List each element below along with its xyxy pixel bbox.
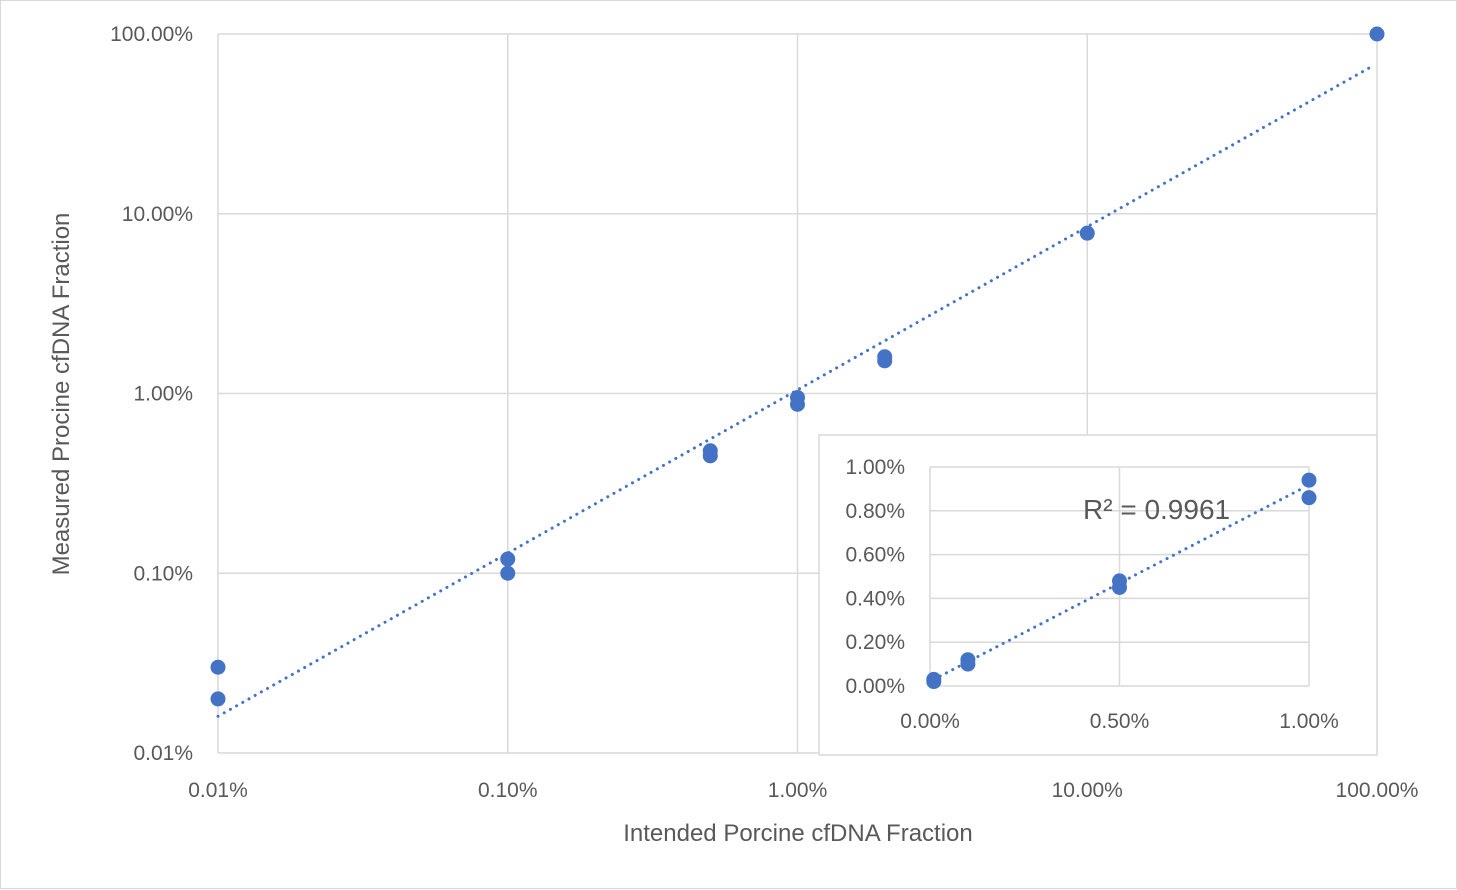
- r-squared-label: R² = 0.9961: [1083, 494, 1230, 525]
- x-tick-label: 10.00%: [1052, 779, 1123, 802]
- y-tick-label: 0.10%: [133, 562, 193, 585]
- data-point: [210, 691, 226, 707]
- inset-y-tick-label: 0.40%: [845, 587, 905, 610]
- inset-y-tick-label: 0.20%: [845, 631, 905, 654]
- trendline: [216, 64, 1374, 718]
- y-tick-label: 0.01%: [133, 742, 193, 765]
- main-plot: 0.01% 0.10% 1.00% 10.00% 100.00% 0.01% 0.10% 1.…: [48, 23, 1418, 847]
- x-axis-title: Intended Porcine cfDNA Fraction: [623, 820, 973, 847]
- inset-y-tick-label: 1.00%: [845, 456, 905, 479]
- y-tick-label: 1.00%: [133, 383, 193, 406]
- data-point: [1369, 26, 1385, 42]
- x-tick-label: 100.00%: [1336, 779, 1419, 802]
- data-point: [877, 353, 893, 369]
- x-tick-label: 0.10%: [478, 779, 538, 802]
- inset-data-point: [1301, 472, 1317, 488]
- data-point: [500, 551, 516, 567]
- inset-y-tick-label: 0.00%: [845, 675, 905, 698]
- inset-y-tick-label: 0.60%: [845, 544, 905, 567]
- y-tick-label: 10.00%: [122, 203, 193, 226]
- inset-x-tick-label: 0.00%: [900, 710, 960, 733]
- inset-data-point: [926, 674, 942, 690]
- y-axis-title: Measured Procine cfDNA Fraction: [48, 213, 75, 576]
- inset-x-tick-label: 1.00%: [1279, 710, 1339, 733]
- data-point: [1079, 225, 1095, 241]
- inset-y-tick-label: 0.80%: [845, 500, 905, 523]
- inset-plot: 0.00% 0.50% 1.00% 0.00% 0.20% 0.40% 0.60% 0.80%…: [818, 434, 1378, 756]
- inset-data-point: [960, 656, 976, 672]
- data-point: [702, 448, 718, 464]
- inset-data-point: [1301, 490, 1317, 506]
- data-point: [210, 659, 226, 675]
- x-tick-label: 0.01%: [188, 779, 248, 802]
- inset-data-point: [1112, 579, 1127, 595]
- data-point: [500, 565, 516, 581]
- y-tick-label: 100.00%: [110, 23, 193, 46]
- inset-x-tick-label: 0.50%: [1090, 710, 1150, 733]
- data-point: [790, 396, 805, 412]
- x-tick-label: 1.00%: [768, 779, 828, 802]
